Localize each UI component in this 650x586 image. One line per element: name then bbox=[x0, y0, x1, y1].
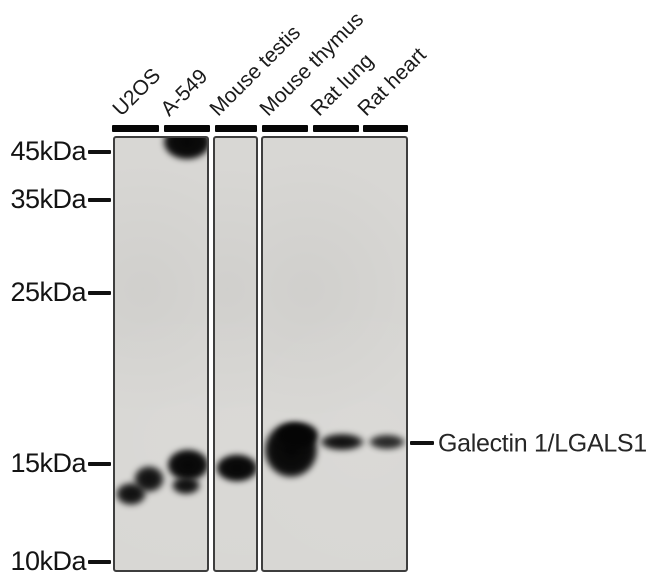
membrane-strip-1 bbox=[113, 136, 209, 572]
membrane-strip-3 bbox=[261, 136, 408, 572]
band-mouse-testis bbox=[216, 454, 256, 482]
marker-label-25kda: 25kDa bbox=[10, 276, 86, 307]
marker-tick-15kda bbox=[88, 462, 111, 466]
lane-label-u2os: U2OS bbox=[108, 64, 166, 121]
lane-bar-mouse-thymus bbox=[262, 125, 308, 132]
band-a549-lower-lobe bbox=[171, 476, 201, 495]
band-rat-heart bbox=[368, 434, 406, 450]
annotation-pointer-dash bbox=[410, 441, 434, 445]
lane-bar-u2os bbox=[112, 125, 159, 132]
band-a549-main bbox=[167, 449, 207, 481]
marker-tick-35kda bbox=[88, 198, 111, 202]
marker-label-45kda: 45kDa bbox=[10, 135, 86, 166]
marker-tick-10kda bbox=[88, 560, 111, 564]
lane-bar-a549 bbox=[164, 125, 210, 132]
lane-label-a549: A-549 bbox=[156, 64, 213, 121]
lane-bar-mouse-testis bbox=[215, 125, 257, 132]
annotation-label: Galectin 1/LGALS1 bbox=[438, 429, 647, 458]
marker-label-35kda: 35kDa bbox=[10, 183, 86, 214]
marker-label-10kda: 10kDa bbox=[10, 545, 86, 576]
band-a549-45kda-smudge bbox=[163, 138, 207, 160]
band-rat-lung bbox=[319, 433, 365, 451]
lane-bar-rat-lung bbox=[313, 125, 359, 132]
marker-tick-25kda bbox=[88, 291, 111, 295]
lane-bar-rat-heart bbox=[363, 125, 408, 132]
marker-label-15kda: 15kDa bbox=[10, 447, 86, 478]
membrane-strip-2 bbox=[213, 136, 258, 572]
marker-tick-45kda bbox=[88, 150, 111, 154]
band-mouse-thymus-bump bbox=[277, 422, 319, 448]
band-u2os-lobe2 bbox=[133, 465, 165, 493]
